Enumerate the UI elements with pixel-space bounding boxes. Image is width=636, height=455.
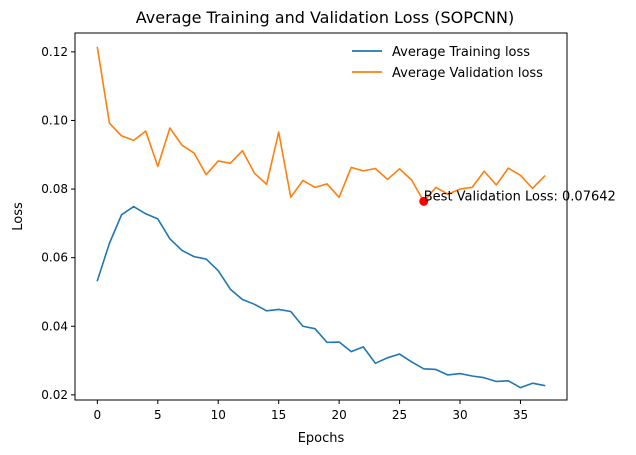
series-line-1 [96,46,546,203]
chart-title: Average Training and Validation Loss (SO… [136,8,514,27]
x-tick-label: 0 [94,408,102,422]
best-validation-marker [419,196,429,206]
y-tick-label: 0.04 [41,319,68,333]
legend-label-0: Average Training loss [392,45,530,60]
plot-lines [96,46,546,389]
y-tick-label: 0.08 [41,182,68,196]
y-tick-label: 0.12 [41,45,68,59]
x-tick-label: 10 [211,408,226,422]
y-axis-ticks: 0.02 0.04 0.06 0.08 0.10 0.12 [41,45,75,402]
best-validation-label: Best Validation Loss: 0.07642 [424,189,616,204]
y-tick-label: 0.02 [41,388,68,402]
x-tick-label: 35 [513,408,528,422]
x-tick-label: 30 [452,408,467,422]
x-tick-label: 15 [271,408,286,422]
x-tick-label: 5 [154,408,162,422]
x-axis-label: Epochs [298,431,345,446]
series-line-0 [96,205,546,389]
legend: Average Training loss Average Validation … [352,45,543,81]
x-tick-label: 25 [392,408,407,422]
y-tick-label: 0.06 [41,251,68,265]
annotation-group: Best Validation Loss: 0.07642 [419,189,616,206]
plot-frame [74,32,568,401]
legend-label-1: Average Validation loss [392,66,543,81]
x-axis-ticks: 0 5 10 15 20 25 30 35 [94,400,528,422]
y-tick-label: 0.10 [41,113,68,127]
x-tick-label: 20 [331,408,346,422]
y-axis-label: Loss [11,202,26,231]
